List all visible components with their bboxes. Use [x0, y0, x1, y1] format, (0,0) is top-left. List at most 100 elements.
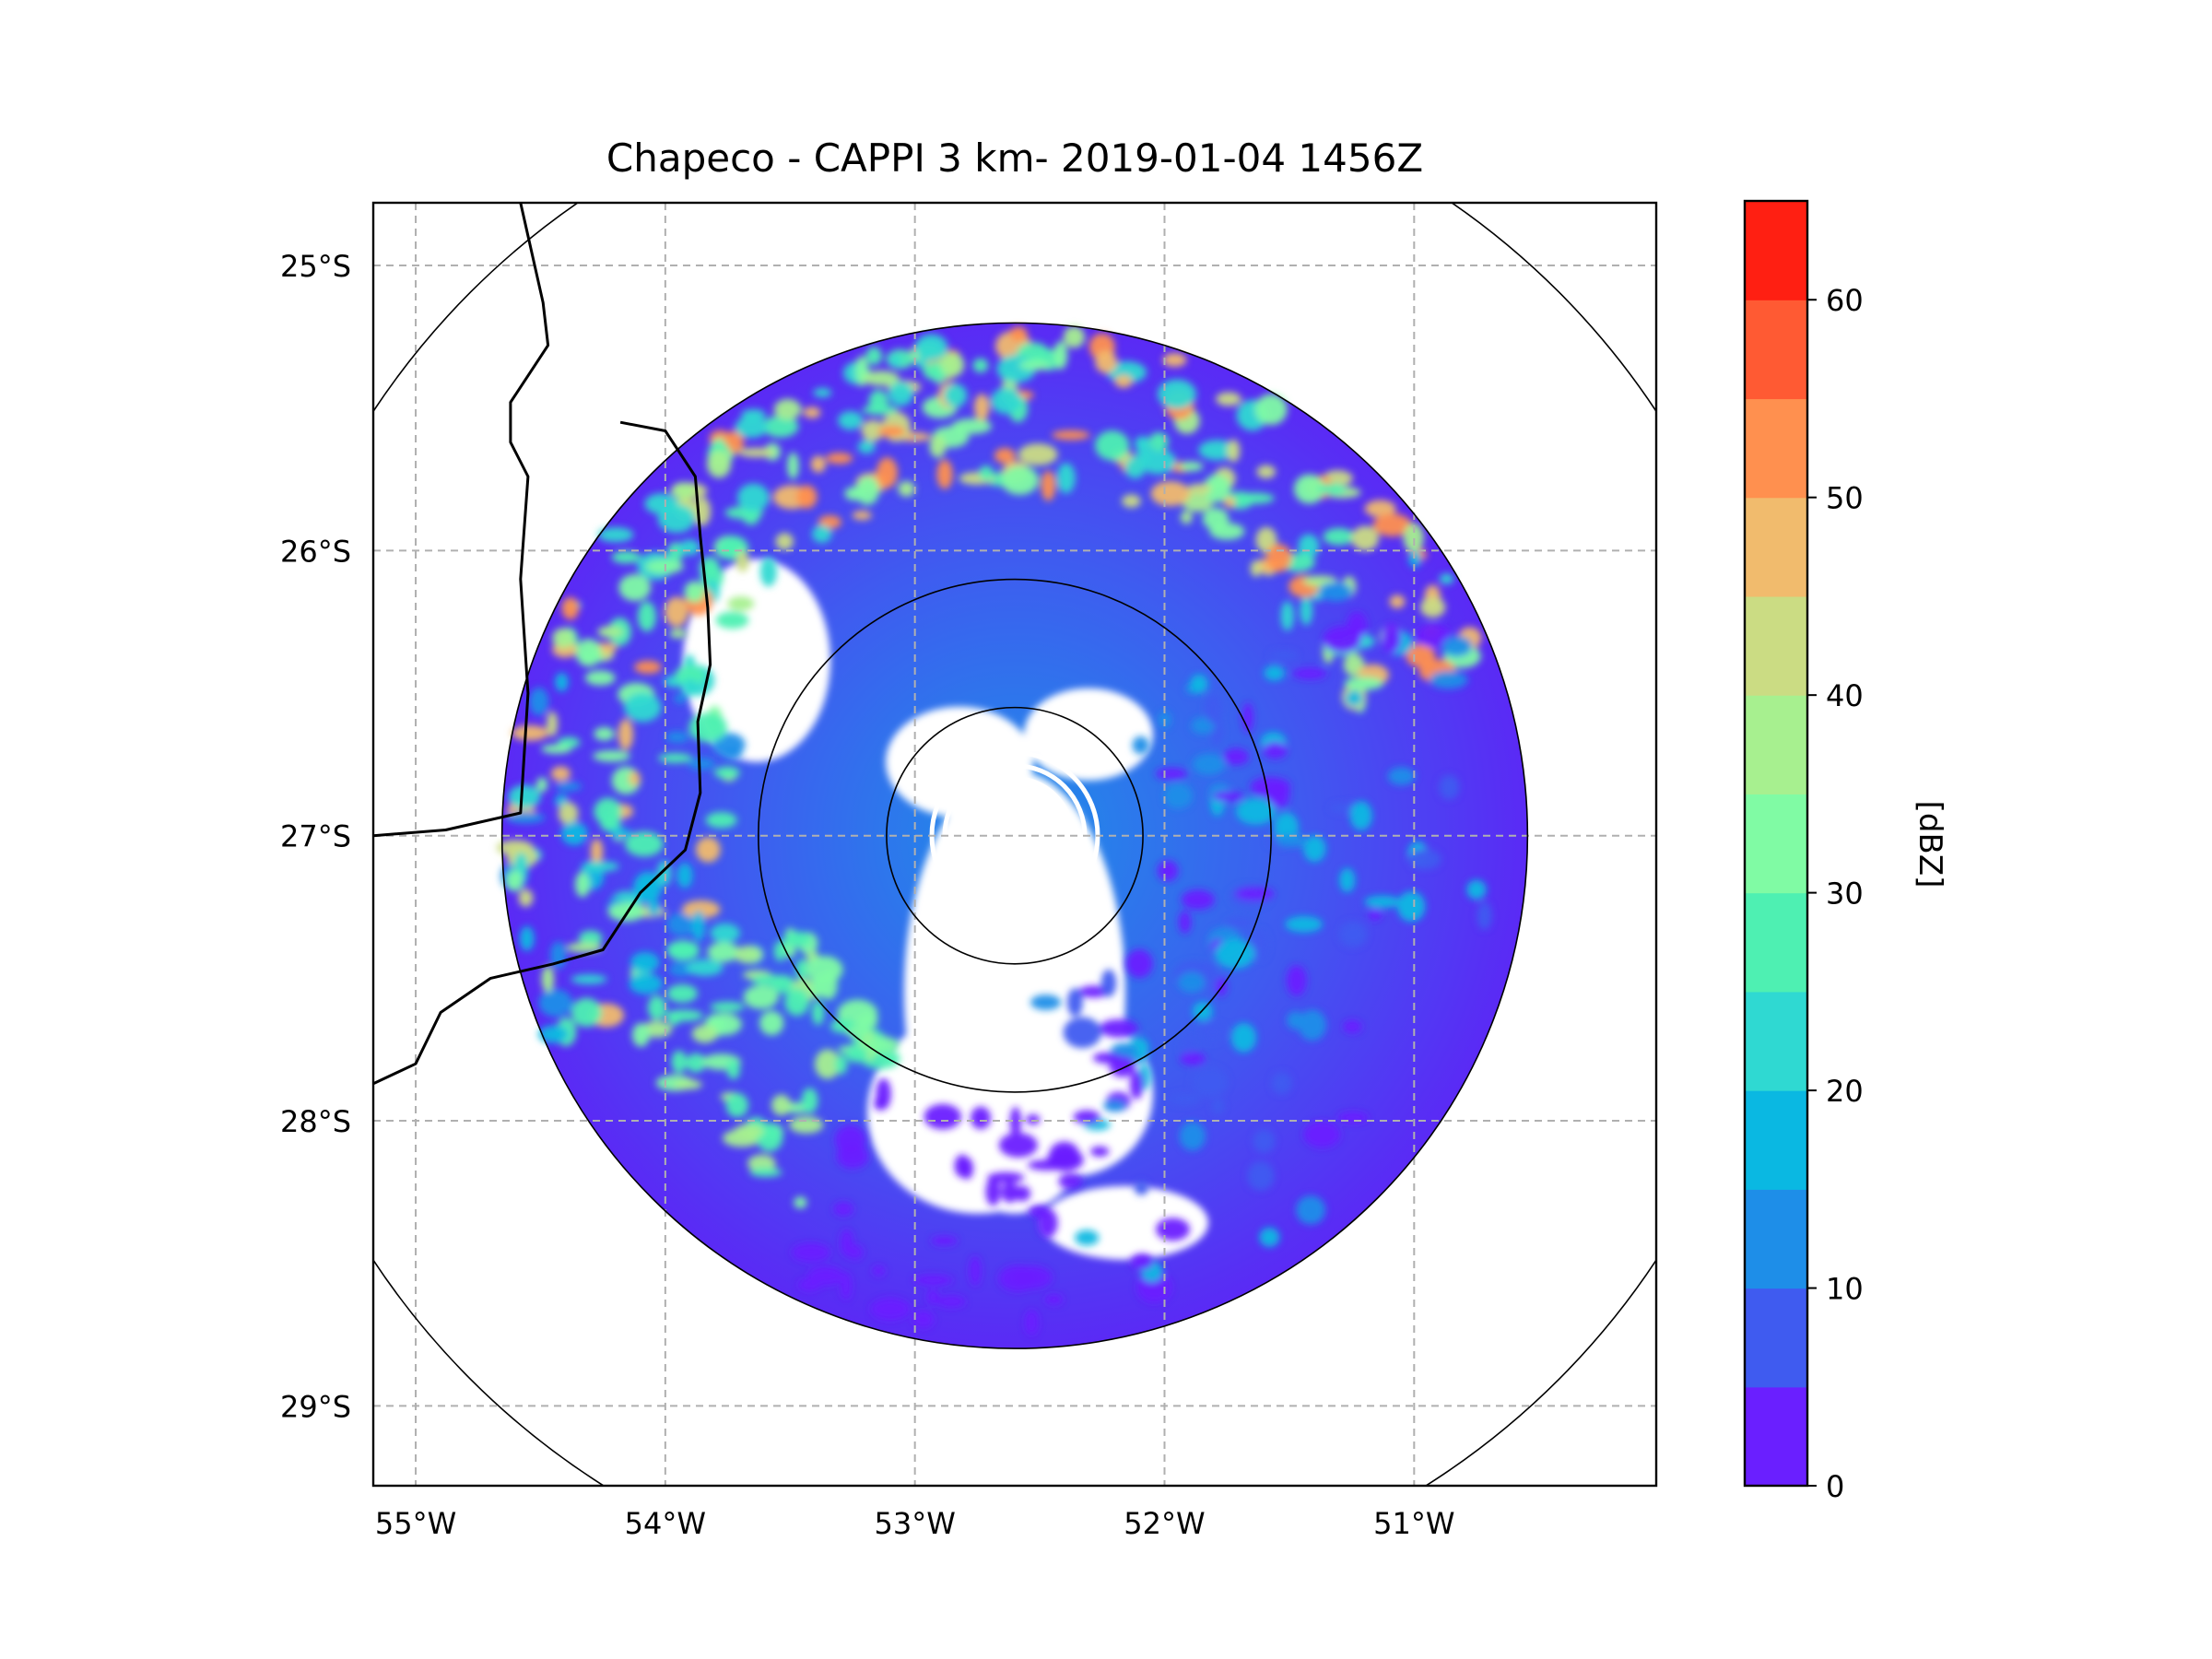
echo-cell — [594, 797, 622, 826]
echo-cell — [669, 629, 687, 639]
country-borders — [373, 203, 712, 1086]
echo-cell — [1041, 470, 1056, 501]
echo-cell — [593, 750, 630, 762]
echo-cell — [855, 476, 880, 505]
echo-cell — [629, 771, 641, 786]
echo-cell — [584, 670, 616, 686]
echo-cell — [1235, 797, 1277, 825]
echo-cell — [784, 988, 810, 1017]
paraguay-argentina-brazil-border — [373, 203, 550, 838]
echo-cell — [876, 1078, 891, 1110]
echo-cell — [666, 983, 699, 1004]
echo-cell — [511, 724, 549, 741]
echo-cell — [688, 758, 715, 771]
echo-cell — [673, 1079, 702, 1090]
echo-cell — [954, 1154, 971, 1178]
echo-cell — [845, 1045, 868, 1063]
echo-cell — [506, 869, 524, 892]
echo-cell — [1293, 474, 1325, 504]
echo-cell — [1094, 350, 1117, 374]
echo-cell — [857, 440, 876, 454]
echo-cell — [1300, 595, 1313, 626]
echo-cell — [1129, 1070, 1144, 1100]
echo-cell — [1415, 623, 1452, 648]
colorbar-band — [1745, 398, 1807, 499]
echo-cell — [1343, 1019, 1362, 1034]
echo-cell — [725, 1092, 749, 1118]
echo-cell — [1252, 929, 1268, 960]
echo-cell — [713, 766, 740, 779]
echo-cell — [608, 828, 632, 838]
echo-cell — [1255, 526, 1277, 553]
echo-cell — [538, 989, 573, 1018]
chart-title: Chapeco - CAPPI 3 km- 2019-01-04 1456Z — [606, 135, 1423, 181]
echo-cell — [1247, 1161, 1275, 1191]
echo-cell — [597, 527, 634, 543]
echo-cell — [1198, 440, 1237, 461]
echo-cell — [566, 942, 603, 953]
echo-cell — [1477, 901, 1492, 930]
echo-cell — [594, 726, 615, 741]
echo-cell — [1158, 379, 1196, 409]
echo-cell — [1235, 887, 1275, 901]
echo-cell — [1364, 895, 1401, 909]
echo-cell — [1094, 430, 1130, 461]
echo-cell — [773, 941, 786, 961]
echo-cell — [529, 688, 549, 716]
echo-cell — [840, 1272, 852, 1300]
echo-cell — [1150, 480, 1191, 507]
graticule — [373, 203, 1656, 1486]
echo-cell — [574, 872, 591, 898]
echo-cell — [1026, 1113, 1041, 1125]
echo-cell — [1298, 1009, 1326, 1041]
echo-cell — [998, 1133, 1038, 1158]
echo-cell — [1303, 1121, 1341, 1148]
colorbar-band — [1745, 892, 1807, 993]
echo-cell — [1066, 988, 1083, 1017]
echo-cell — [624, 692, 662, 723]
echo-cell — [741, 408, 767, 421]
echo-cell — [1256, 465, 1277, 479]
echo-cell — [1053, 341, 1068, 370]
echo-cell — [1162, 352, 1187, 368]
y-tick-label: 29°S — [280, 1389, 351, 1424]
echo-cell — [667, 1010, 681, 1026]
echo-cell — [1018, 359, 1052, 371]
colorbar: 0 10 20 30 40 50 60 [dBZ] — [1743, 199, 1948, 1504]
echo-cell — [1180, 1052, 1206, 1065]
echo-cell — [1181, 889, 1215, 911]
echo-cell — [1044, 1294, 1064, 1305]
echo-cell — [671, 1050, 688, 1074]
echo-cell — [814, 1049, 841, 1079]
echo-cell — [762, 415, 799, 438]
echo-cell — [555, 672, 569, 692]
echo-cell — [1345, 690, 1363, 707]
x-tick-label: 54°W — [625, 1506, 706, 1541]
echo-cell — [535, 777, 548, 793]
echo-cell — [1226, 917, 1254, 928]
echo-cell — [1030, 994, 1062, 1010]
echo-cell — [1271, 1071, 1292, 1095]
echo-cell — [1156, 1218, 1190, 1241]
echo-cell — [810, 455, 827, 473]
colorbar-tick-label: 10 — [1826, 1272, 1864, 1307]
colorbar-band — [1745, 201, 1807, 300]
echo-cell — [1338, 921, 1368, 947]
echo-cell — [930, 1235, 959, 1246]
colorbar-band — [1745, 1386, 1807, 1487]
echo-cell — [868, 389, 888, 413]
colorbar-band — [1745, 1189, 1807, 1289]
echo-cell — [979, 465, 994, 481]
echo-cell — [792, 1242, 830, 1263]
echo-cell — [1132, 735, 1149, 755]
echo-cell — [721, 747, 743, 759]
echo-cell — [691, 1024, 718, 1043]
echo-cell — [1155, 767, 1188, 781]
echo-cell — [561, 596, 580, 620]
echo-cell — [940, 352, 965, 378]
echo-cell — [801, 1088, 818, 1114]
echo-cell — [773, 398, 802, 420]
echo-cell — [1100, 969, 1117, 997]
echo-cell — [846, 1244, 864, 1260]
